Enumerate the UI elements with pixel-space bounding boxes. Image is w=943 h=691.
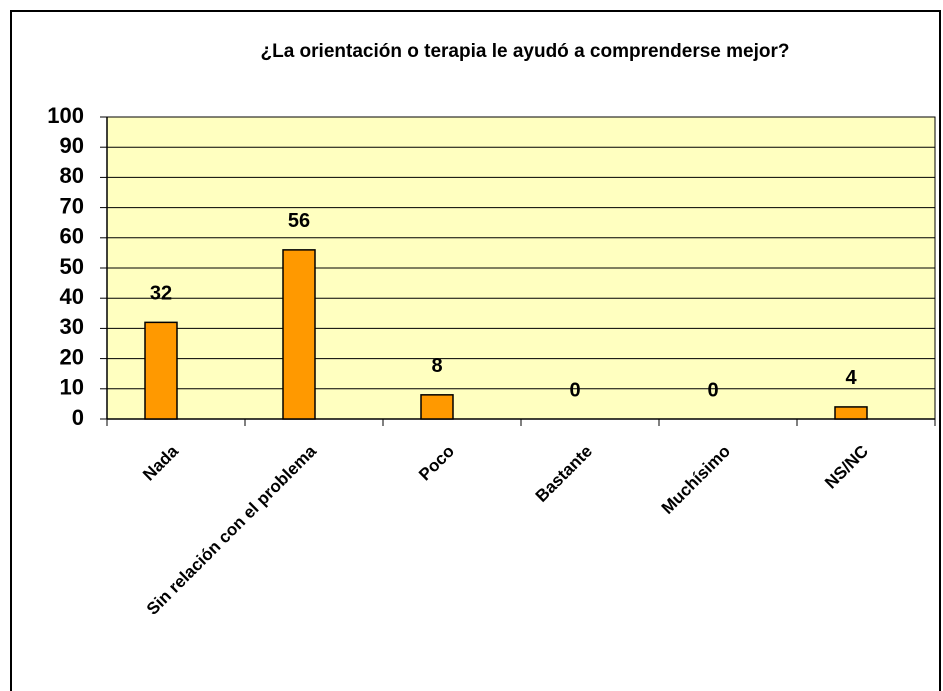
bar: [420, 394, 454, 420]
y-tick-label: 40: [60, 284, 84, 309]
bar: [144, 321, 178, 420]
y-tick-label: 10: [60, 375, 84, 400]
value-label: 0: [707, 379, 718, 401]
value-label: 0: [569, 379, 580, 401]
y-tick-label: 60: [60, 224, 84, 249]
bar: [282, 249, 316, 420]
value-label: 56: [288, 210, 310, 232]
chart-title: ¿La orientación o terapia le ayudó a com…: [261, 41, 790, 62]
value-label: 4: [845, 367, 857, 389]
y-tick-label: 80: [60, 163, 84, 188]
y-tick-label: 70: [60, 193, 84, 218]
value-label: 32: [150, 283, 172, 305]
y-tick-label: 100: [47, 103, 84, 128]
y-tick-label: 0: [72, 405, 84, 430]
y-tick-label: 50: [60, 254, 84, 279]
y-tick-label: 90: [60, 133, 84, 158]
bar: [834, 406, 868, 420]
value-label: 8: [431, 355, 442, 377]
y-tick-label: 30: [60, 314, 84, 339]
y-tick-label: 20: [60, 344, 84, 369]
